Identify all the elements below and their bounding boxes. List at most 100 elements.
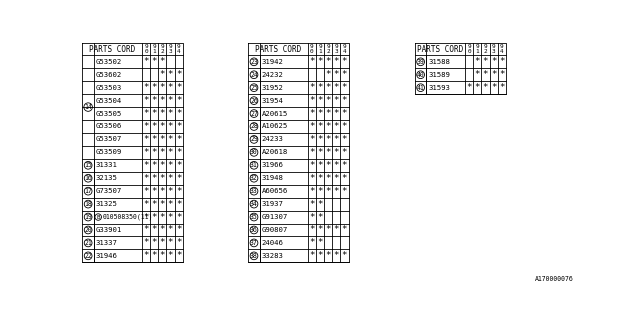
Text: 21: 21 — [84, 240, 92, 246]
Text: 34: 34 — [250, 201, 258, 207]
Text: 3: 3 — [492, 49, 495, 54]
Text: *: * — [333, 187, 339, 196]
Text: 0: 0 — [467, 49, 471, 54]
Text: *: * — [317, 135, 323, 144]
Text: *: * — [325, 83, 331, 92]
Text: *: * — [309, 238, 315, 247]
Text: 9: 9 — [335, 44, 338, 49]
Text: *: * — [317, 148, 323, 157]
Text: 9: 9 — [476, 44, 479, 49]
Text: G53507: G53507 — [96, 136, 122, 142]
Text: A20615: A20615 — [262, 110, 288, 116]
Text: *: * — [333, 70, 339, 79]
Text: *: * — [168, 251, 173, 260]
Text: A10625: A10625 — [262, 124, 288, 130]
Text: 24: 24 — [250, 72, 258, 78]
Text: 0: 0 — [310, 49, 314, 54]
Text: G53504: G53504 — [96, 98, 122, 104]
Text: *: * — [152, 109, 157, 118]
Text: 31937: 31937 — [262, 201, 284, 207]
Text: *: * — [333, 83, 339, 92]
Text: *: * — [168, 122, 173, 131]
Text: *: * — [309, 226, 315, 235]
Text: *: * — [168, 226, 173, 235]
Text: *: * — [176, 83, 181, 92]
Text: *: * — [325, 187, 331, 196]
Text: *: * — [333, 148, 339, 157]
Text: *: * — [333, 122, 339, 131]
Text: *: * — [152, 200, 157, 209]
Text: 22: 22 — [84, 253, 92, 259]
Text: 31942: 31942 — [262, 59, 284, 65]
Text: A20618: A20618 — [262, 149, 288, 156]
Text: 20: 20 — [84, 227, 92, 233]
Text: 14: 14 — [84, 104, 92, 110]
Text: *: * — [176, 148, 181, 157]
Text: *: * — [317, 174, 323, 183]
Text: 27: 27 — [250, 110, 258, 116]
Text: 24233: 24233 — [262, 136, 284, 142]
Text: *: * — [309, 122, 315, 131]
Text: 9: 9 — [467, 44, 471, 49]
Text: *: * — [317, 212, 323, 221]
Text: *: * — [176, 96, 181, 105]
Text: *: * — [159, 122, 165, 131]
Text: *: * — [325, 251, 331, 260]
Text: 9: 9 — [326, 44, 330, 49]
Text: *: * — [168, 187, 173, 196]
Text: *: * — [325, 148, 331, 157]
Text: *: * — [176, 238, 181, 247]
Text: 31325: 31325 — [96, 201, 118, 207]
Text: 16: 16 — [84, 175, 92, 181]
Text: *: * — [143, 200, 149, 209]
Text: G53502: G53502 — [96, 59, 122, 65]
Text: *: * — [143, 161, 149, 170]
Text: *: * — [152, 212, 157, 221]
Text: 9: 9 — [168, 44, 172, 49]
Text: *: * — [159, 200, 165, 209]
Text: 18: 18 — [84, 201, 92, 207]
Text: *: * — [159, 212, 165, 221]
Text: *: * — [317, 96, 323, 105]
Text: *: * — [475, 83, 480, 92]
Text: *: * — [499, 70, 504, 79]
Text: *: * — [499, 83, 504, 92]
Text: *: * — [159, 226, 165, 235]
Text: *: * — [333, 135, 339, 144]
Text: B: B — [97, 214, 100, 220]
Text: *: * — [143, 212, 149, 221]
Text: *: * — [342, 187, 348, 196]
Text: *: * — [159, 174, 165, 183]
Text: *: * — [309, 251, 315, 260]
Text: 9: 9 — [492, 44, 495, 49]
Text: *: * — [152, 251, 157, 260]
Text: *: * — [176, 122, 181, 131]
Text: 15: 15 — [84, 162, 92, 168]
Text: *: * — [176, 226, 181, 235]
Text: *: * — [317, 200, 323, 209]
Text: 26: 26 — [250, 98, 258, 104]
Text: *: * — [325, 135, 331, 144]
Text: 9: 9 — [500, 44, 504, 49]
Text: 0: 0 — [144, 49, 148, 54]
Text: *: * — [176, 187, 181, 196]
Text: *: * — [342, 174, 348, 183]
Text: 9: 9 — [177, 44, 180, 49]
Text: *: * — [317, 251, 323, 260]
Text: 32135: 32135 — [96, 175, 118, 181]
Text: 2: 2 — [484, 49, 488, 54]
Text: *: * — [159, 161, 165, 170]
Text: 31589: 31589 — [428, 72, 450, 78]
Text: 3: 3 — [168, 49, 172, 54]
Text: PARTS CORD: PARTS CORD — [417, 45, 463, 54]
Text: 9: 9 — [152, 44, 156, 49]
Text: *: * — [342, 122, 348, 131]
Text: *: * — [152, 148, 157, 157]
Text: *: * — [325, 174, 331, 183]
Text: *: * — [491, 70, 497, 79]
Text: *: * — [168, 109, 173, 118]
Text: *: * — [143, 174, 149, 183]
Text: *: * — [467, 83, 472, 92]
Text: 24232: 24232 — [262, 72, 284, 78]
Text: *: * — [483, 57, 488, 66]
